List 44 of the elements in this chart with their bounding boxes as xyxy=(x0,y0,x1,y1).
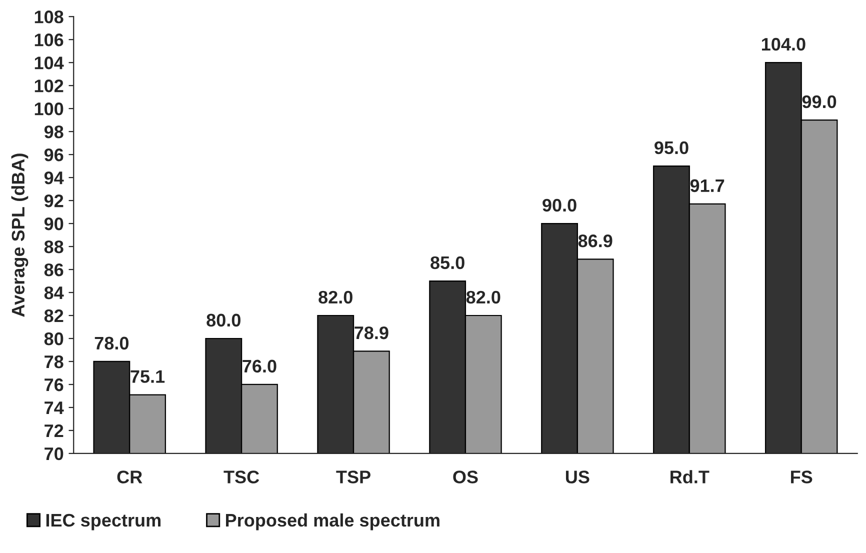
y-tick-label: 76 xyxy=(44,378,64,392)
y-tick-label: 78 xyxy=(44,355,64,368)
x-tick-label: Rd.T xyxy=(670,470,710,484)
data-label: 78.9 xyxy=(354,326,388,340)
y-axis-title: Average SPL (dBA) xyxy=(11,154,28,317)
x-tick-label: TSC xyxy=(224,470,260,484)
x-tick-label: FS xyxy=(791,470,812,484)
data-label: 80.0 xyxy=(206,314,240,327)
y-tick-label: 72 xyxy=(44,424,64,438)
data-label: 78.0 xyxy=(94,336,129,350)
y-tick-label: 98 xyxy=(44,125,64,138)
x-tick-label: US xyxy=(566,470,590,484)
y-tick-label: 106 xyxy=(34,34,64,46)
data-label: 95.0 xyxy=(654,141,688,154)
y-tick-label: 102 xyxy=(34,80,64,92)
y-tick-label: 86 xyxy=(44,263,64,276)
data-label: 82.0 xyxy=(318,290,352,304)
legend-label: IEC spectrum xyxy=(46,514,160,530)
data-label: 76.0 xyxy=(242,360,276,373)
y-tick-label: 100 xyxy=(34,102,64,116)
y-tick-label: 96 xyxy=(44,148,64,162)
data-label: 90.0 xyxy=(542,198,576,212)
y-tick-label: 88 xyxy=(44,240,64,254)
y-tick-label: 84 xyxy=(44,286,64,300)
data-label: 82.0 xyxy=(466,290,500,304)
data-label: 104.0 xyxy=(762,38,806,51)
y-tick-label: 90 xyxy=(44,217,64,230)
data-label: 75.1 xyxy=(130,370,165,383)
y-tick-label: 94 xyxy=(44,171,64,184)
x-tick-label: TSP xyxy=(336,470,370,484)
y-tick-label: 80 xyxy=(44,332,64,346)
legend-label: Proposed male spectrum xyxy=(226,513,440,530)
y-tick-label: 108 xyxy=(34,10,64,24)
y-tick-label: 74 xyxy=(44,402,64,414)
data-label: 85.0 xyxy=(430,256,464,270)
x-tick-label: CR xyxy=(117,470,142,484)
x-tick-label: OS xyxy=(453,470,478,484)
data-label: 91.7 xyxy=(690,179,724,192)
data-label: 86.9 xyxy=(578,234,612,248)
y-tick-label: 92 xyxy=(44,194,64,208)
y-tick-label: 82 xyxy=(44,309,64,322)
y-tick-label: 70 xyxy=(44,447,64,460)
data-label: 99.0 xyxy=(802,95,836,108)
y-tick-label: 104 xyxy=(34,56,64,70)
